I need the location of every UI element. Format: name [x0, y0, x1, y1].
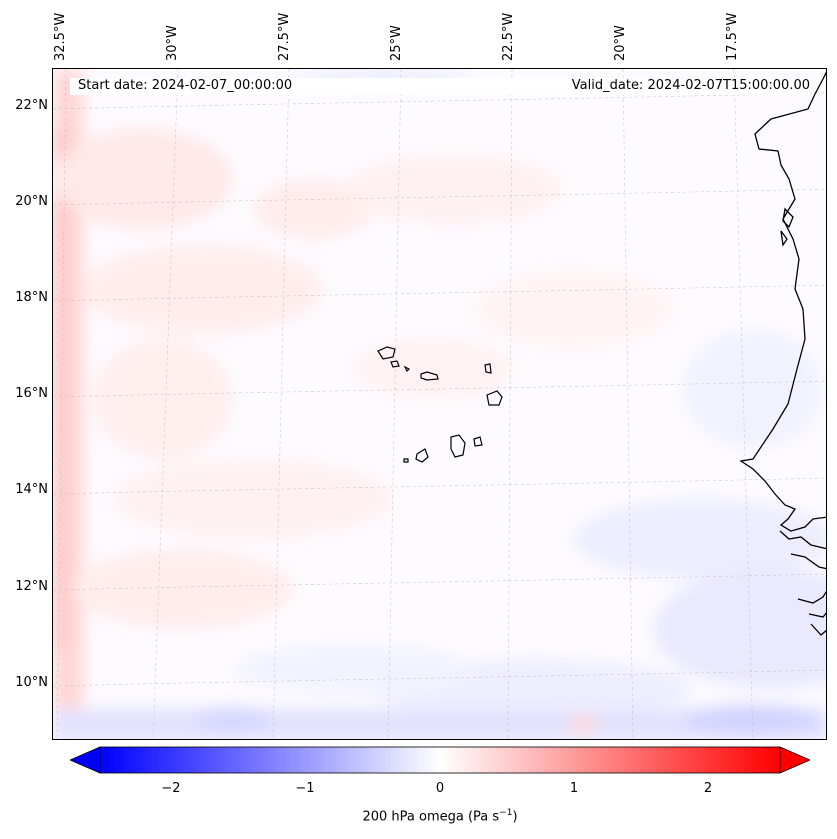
lat-label-14n: 14°N — [15, 482, 48, 497]
valid-date-text: Valid_date: 2024-02-07T15:00:00.00 — [571, 78, 810, 93]
colorbar-extend-min — [70, 746, 101, 774]
colorbar-tick-1: 1 — [569, 781, 579, 796]
lon-label-22.5w: 22.5°W — [501, 12, 516, 61]
lon-label-17.5w: 17.5°W — [725, 12, 740, 61]
map-panel — [52, 68, 827, 740]
lat-label-18n: 18°N — [15, 290, 48, 305]
colorbar-extend-max — [779, 746, 810, 774]
cape-verde-islands — [377, 346, 503, 463]
lat-label-10n: 10°N — [15, 675, 48, 690]
map-canvas — [53, 69, 826, 739]
start-date-text: Start date: 2024-02-07_00:00:00 — [78, 78, 293, 93]
lon-label-27.5w: 27.5°W — [277, 12, 292, 61]
colorbar — [70, 746, 810, 774]
coastline — [739, 71, 826, 636]
omega-field — [53, 69, 826, 739]
colorbar-label-text: 200 hPa omega (Pa s — [362, 809, 500, 825]
colorbar-tick-0: 0 — [435, 781, 445, 796]
graticule — [53, 69, 826, 739]
colorbar-gradient — [99, 746, 781, 774]
lon-label-30w: 30°W — [165, 25, 180, 61]
colorbar-tick-2: 2 — [703, 781, 713, 796]
lon-label-20w: 20°W — [613, 25, 628, 61]
colorbar-label: 200 hPa omega (Pa s−1) — [0, 808, 837, 824]
colorbar-tick-minus-2: −2 — [161, 781, 181, 796]
colorbar-tick-minus-1: −1 — [295, 781, 315, 796]
date-info-bar: Start date: 2024-02-07_00:00:00 Valid_da… — [70, 78, 810, 95]
lon-label-25w: 25°W — [389, 25, 404, 61]
lat-label-16n: 16°N — [15, 386, 48, 401]
colorbar-label-exponent: −1 — [499, 808, 513, 818]
lon-label-32.5w: 32.5°W — [53, 12, 68, 61]
lat-label-22n: 22°N — [15, 98, 48, 113]
colorbar-label-close: ) — [512, 809, 518, 825]
lat-label-20n: 20°N — [15, 194, 48, 209]
lat-label-12n: 12°N — [15, 579, 48, 594]
